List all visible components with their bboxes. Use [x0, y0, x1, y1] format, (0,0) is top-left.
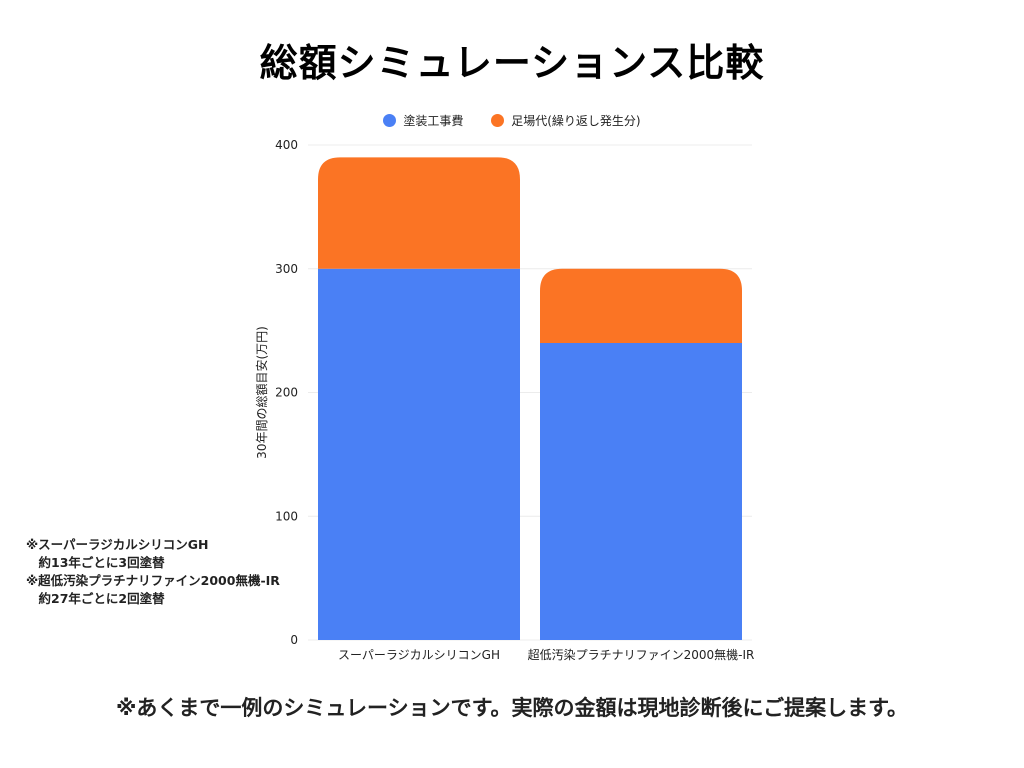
y-axis-label: 30年間の総額目安(万円) — [254, 326, 269, 459]
bar-segment-scaffold-cost — [540, 268, 742, 343]
stacked-bar-chart: 0 100 200 300 400 30年間の総額目安(万円) スーパーラジカルシリコンGH… — [240, 130, 780, 670]
bar-segment-paint-cost — [318, 268, 520, 640]
side-note-line: ※超低汚染プラチナリファイン2000無機-IR — [26, 573, 280, 588]
chart-svg: 0 100 200 300 400 30年間の総額目安(万円) スーパーラジカルシリコンGH… — [254, 138, 755, 662]
y-tick-label: 0 — [290, 633, 298, 647]
y-tick-label: 300 — [275, 262, 298, 276]
bar-segment-paint-cost — [540, 343, 742, 640]
legend-item-paint-cost: 塗装工事費 — [383, 112, 463, 129]
side-note-line: 約13年ごとに3回塗替 — [26, 555, 165, 570]
legend-label-scaffold-cost: 足場代(繰り返し発生分) — [511, 114, 641, 128]
y-tick-label: 100 — [275, 509, 298, 523]
x-tick-label: 超低汚染プラチナリファイン2000無機-IR — [528, 647, 755, 662]
bar-segment-scaffold-cost — [318, 157, 520, 269]
legend-label-paint-cost: 塗装工事費 — [403, 114, 464, 128]
page-title: 総額シミュレーションス比較 — [259, 41, 765, 85]
side-note-line: 約27年ごとに2回塗替 — [26, 591, 165, 606]
y-tick-label: 400 — [275, 138, 298, 152]
footer-note: ※あくまで一例のシミュレーションです。実際の金額は現地診断後にご提案します。 — [116, 696, 908, 720]
legend-swatch-paint-cost — [383, 114, 397, 127]
chart-legend: 塗装工事費 足場代(繰り返し発生分) — [0, 112, 1024, 130]
legend-swatch-scaffold-cost — [491, 114, 505, 127]
x-tick-label: スーパーラジカルシリコンGH — [338, 648, 500, 662]
side-notes: ※スーパーラジカルシリコンGH 約13年ごとに3回塗替 ※超低汚染プラチナリファイ… — [26, 536, 280, 608]
legend-item-scaffold-cost: 足場代(繰り返し発生分) — [491, 112, 641, 129]
y-tick-label: 200 — [275, 386, 298, 400]
side-note-line: ※スーパーラジカルシリコンGH — [26, 537, 209, 552]
